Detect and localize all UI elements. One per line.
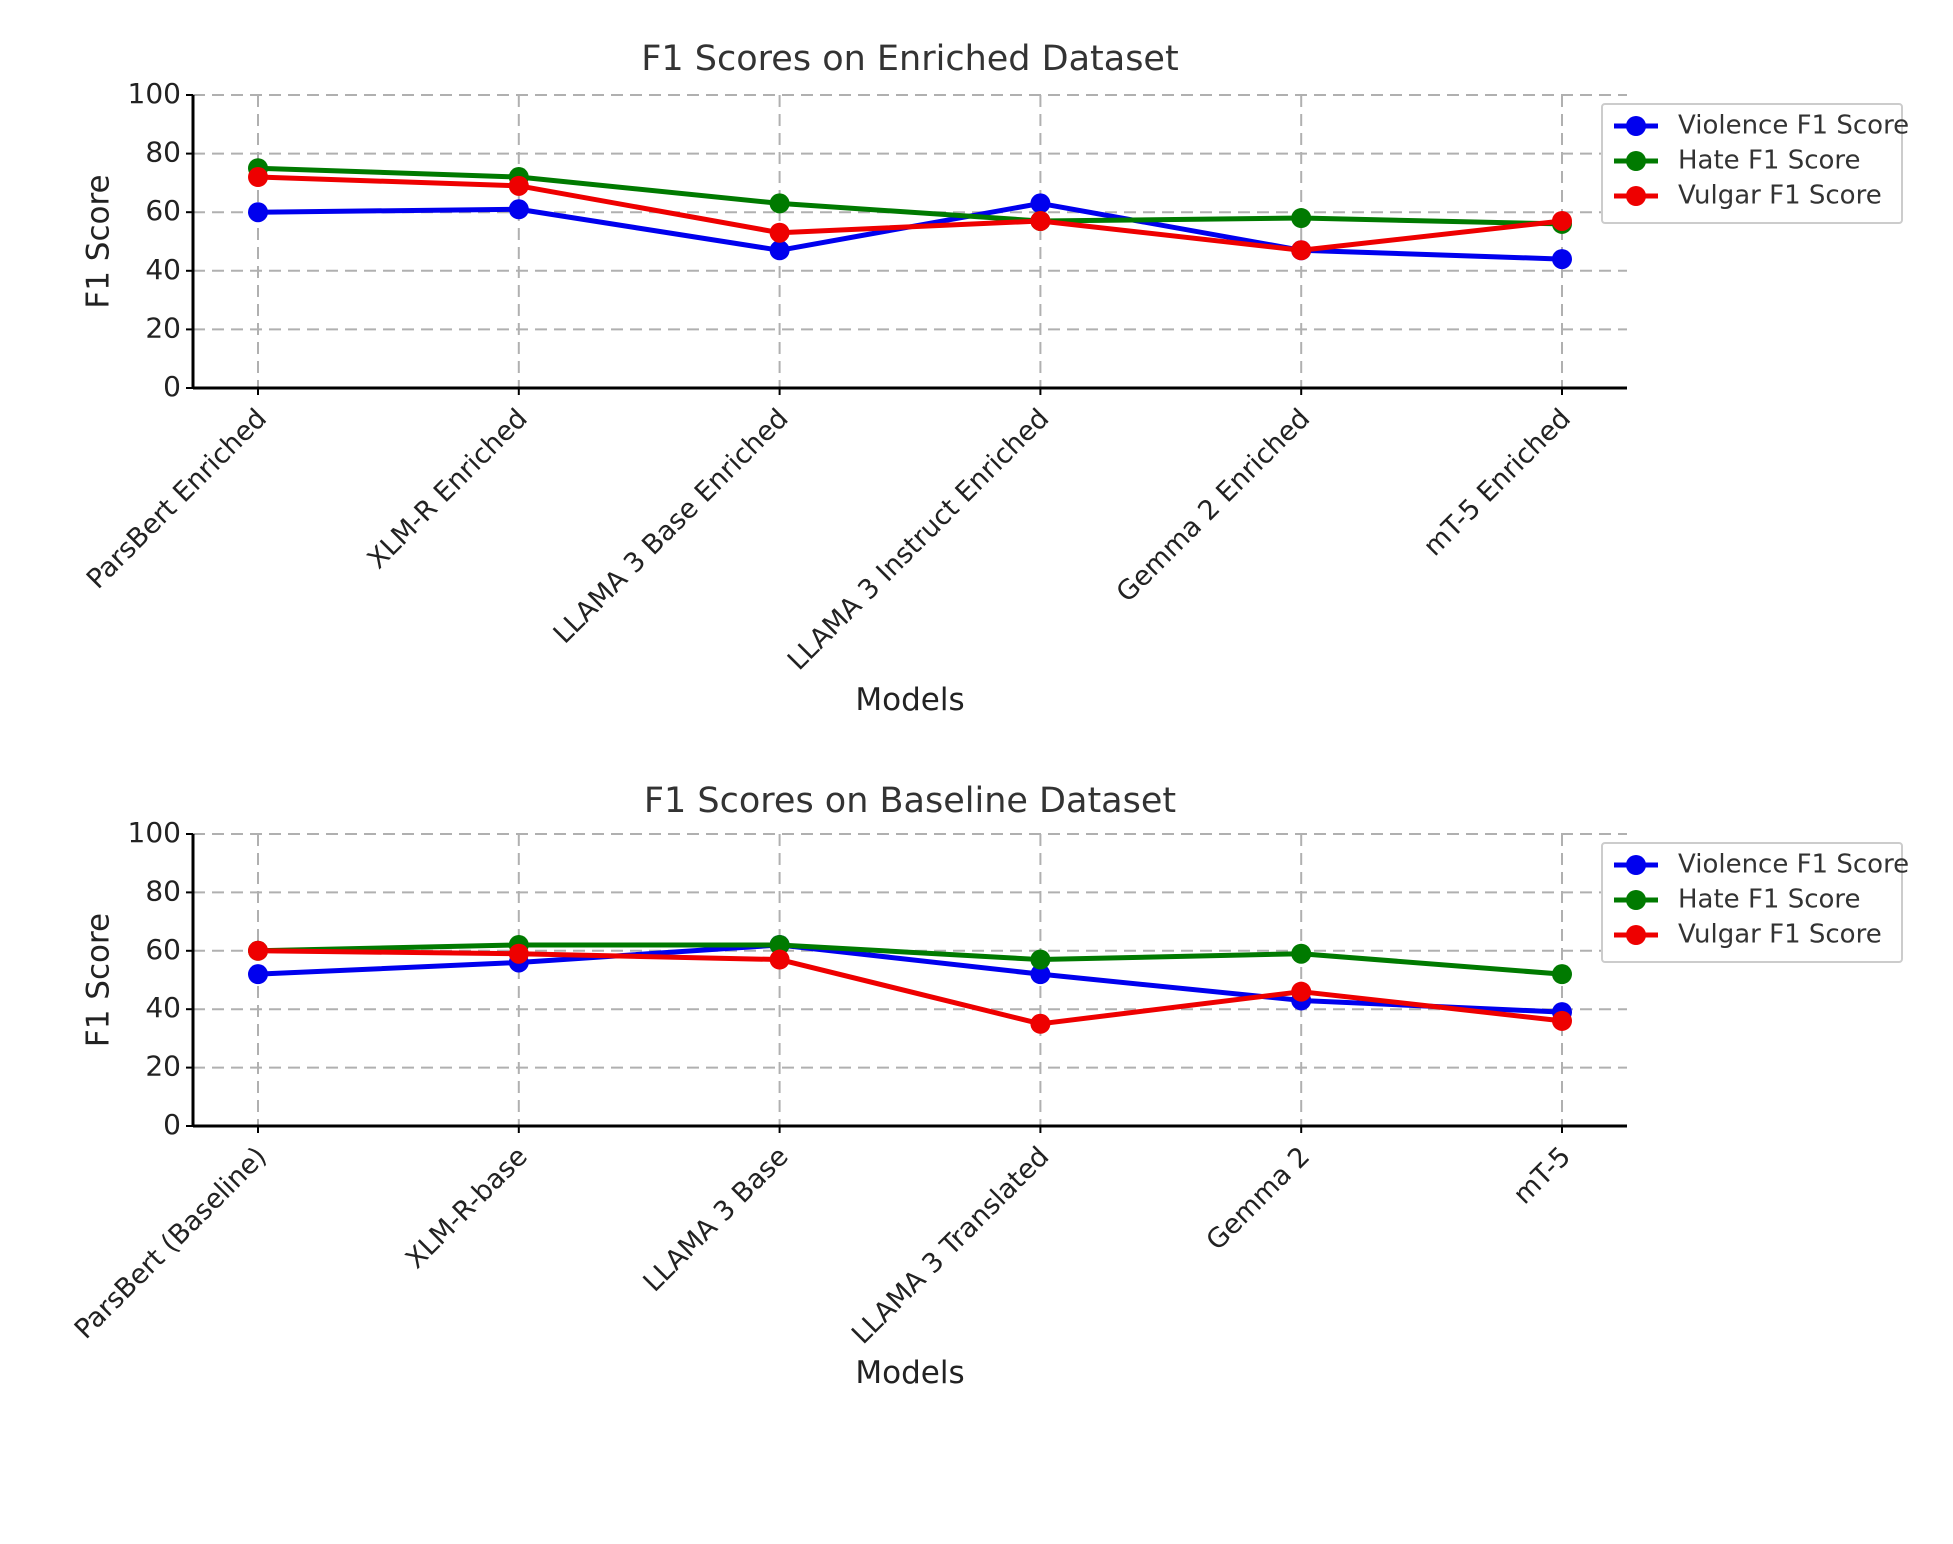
chart-enriched: F1 Scores on Enriched Dataset Models F1 …	[81, 39, 1910, 718]
data-point	[769, 949, 790, 970]
data-point	[1030, 1013, 1051, 1034]
y-tick-label: 40	[145, 253, 181, 286]
legend-marker	[1626, 855, 1646, 875]
data-point	[1030, 210, 1051, 231]
x-tick-label: LLAMA 3 Base	[638, 1141, 795, 1298]
data-point	[1291, 208, 1312, 229]
x-tick-label: LLAMA 3 Translated	[846, 1141, 1055, 1350]
y-tick-label: 40	[145, 991, 181, 1024]
series-hate	[248, 158, 1572, 234]
x-tick-label: mT-5	[1507, 1141, 1576, 1210]
series-line	[257, 174, 1563, 253]
data-point	[769, 240, 790, 261]
data-point	[508, 943, 529, 964]
grid	[193, 833, 1627, 1126]
series-layer	[248, 158, 1572, 270]
data-point	[248, 202, 268, 223]
y-tick-label: 0	[163, 1108, 181, 1141]
y-tick-label: 100	[128, 77, 181, 110]
y-tick-label: 60	[145, 194, 181, 227]
series-line	[257, 942, 1563, 977]
x-tick-label: LLAMA 3 Instruct Enriched	[782, 403, 1055, 676]
legend-marker	[1626, 890, 1646, 910]
y-axis-label: F1 Score	[81, 174, 117, 308]
data-point	[1291, 240, 1312, 261]
x-tick-label: ParsBert Enriched	[81, 403, 273, 595]
x-tick-label: mT-5 Enriched	[1418, 403, 1577, 562]
legend-item: Vulgar F1 Score	[1614, 181, 1882, 211]
chart-baseline: F1 Scores on Baseline Dataset Models F1 …	[69, 781, 1909, 1391]
legend-item: Violence F1 Score	[1614, 850, 1909, 880]
data-point	[1030, 949, 1051, 970]
data-point	[1291, 981, 1312, 1002]
y-tick-label: 20	[145, 1050, 181, 1083]
series-layer	[248, 934, 1572, 1034]
data-point	[769, 222, 790, 243]
y-tick-label: 60	[145, 933, 181, 966]
legend: Violence F1 Score Hate F1 Score Vulgar F1 …	[1601, 842, 1909, 963]
y-ticks: 0 20 40 60 80 100	[128, 816, 193, 1141]
y-tick-label: 80	[145, 136, 181, 169]
legend-item: Vulgar F1 Score	[1614, 920, 1882, 950]
y-tick-label: 0	[163, 370, 181, 403]
legend-label: Violence F1 Score	[1678, 111, 1909, 141]
x-ticks: ParsBert (Baseline) XLM-R-base LLAMA 3 Bas…	[69, 1126, 1577, 1350]
series-violence	[248, 193, 1572, 270]
data-point	[1552, 249, 1572, 270]
legend-marker	[1626, 151, 1646, 171]
data-point	[1030, 964, 1051, 985]
legend-item: Violence F1 Score	[1614, 111, 1909, 141]
data-point	[769, 193, 790, 214]
y-ticks: 0 20 40 60 80 100	[128, 77, 193, 403]
x-axis-label: Models	[855, 682, 964, 718]
data-point	[248, 940, 268, 961]
data-point	[1291, 943, 1312, 964]
legend-marker	[1626, 186, 1646, 206]
grid	[193, 94, 1627, 388]
data-point	[248, 167, 268, 188]
legend-label: Hate F1 Score	[1678, 885, 1861, 915]
y-tick-label: 80	[145, 874, 181, 907]
y-tick-label: 20	[145, 311, 181, 344]
axes	[191, 834, 1627, 1128]
data-point	[769, 934, 790, 955]
legend-frame	[1601, 842, 1903, 963]
legend-label: Violence F1 Score	[1678, 850, 1909, 880]
legend-item: Hate F1 Score	[1614, 885, 1861, 915]
axes	[191, 95, 1627, 390]
legend-marker	[1626, 925, 1646, 945]
legend-label: Hate F1 Score	[1678, 146, 1861, 176]
data-point	[1552, 964, 1572, 985]
data-point	[508, 199, 529, 220]
series-line	[257, 948, 1563, 1027]
x-tick-label: XLM-R-base	[400, 1141, 534, 1275]
data-point	[508, 175, 529, 196]
x-tick-label: Gemma 2	[1201, 1141, 1317, 1257]
chart-title: F1 Scores on Baseline Dataset	[644, 781, 1176, 821]
legend-marker	[1626, 116, 1646, 136]
x-tick-label: Gemma 2 Enriched	[1111, 403, 1316, 608]
chart-title: F1 Scores on Enriched Dataset	[641, 39, 1178, 79]
x-tick-label: XLM-R Enriched	[362, 403, 534, 575]
data-point	[1552, 210, 1572, 231]
x-tick-label: LLAMA 3 Base Enriched	[548, 403, 795, 650]
series-line	[257, 942, 1563, 1015]
y-tick-label: 100	[128, 816, 181, 849]
data-point	[1030, 193, 1051, 214]
y-axis-label: F1 Score	[81, 913, 117, 1047]
x-axis-label: Models	[855, 1355, 964, 1391]
legend-item: Hate F1 Score	[1614, 146, 1861, 176]
legend-label: Vulgar F1 Score	[1678, 181, 1882, 211]
x-tick-label: ParsBert (Baseline)	[69, 1141, 273, 1345]
data-point	[1552, 1010, 1572, 1031]
series-vulgar	[248, 167, 1572, 261]
legend: Violence F1 Score Hate F1 Score Vulgar F1 …	[1601, 103, 1909, 224]
legend-frame	[1601, 103, 1903, 224]
data-point	[248, 964, 268, 985]
legend-label: Vulgar F1 Score	[1678, 920, 1882, 950]
x-ticks: ParsBert Enriched XLM-R Enriched LLAMA 3 B…	[81, 388, 1577, 676]
series-line	[257, 165, 1563, 227]
series-vulgar	[248, 940, 1572, 1034]
